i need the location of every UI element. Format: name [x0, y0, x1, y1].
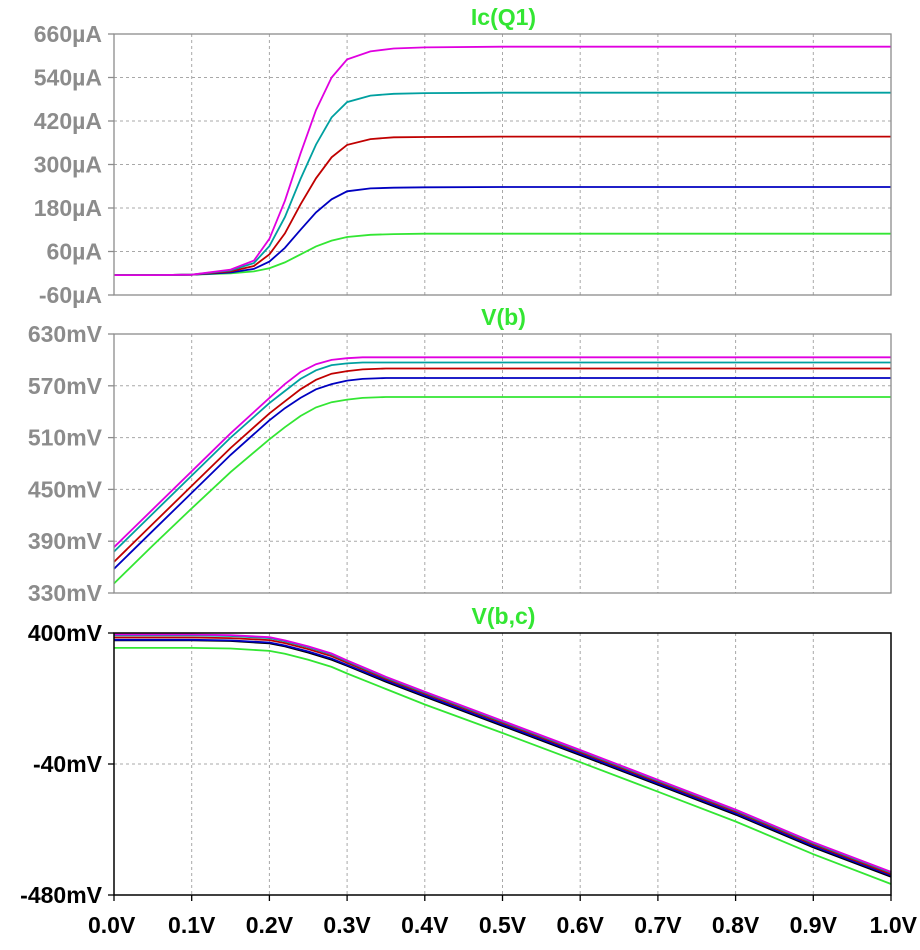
trace-name-label[interactable]: Ic(Q1) [471, 4, 536, 30]
y-tick-label: 330mV [28, 580, 103, 606]
y-tick-label: 300µA [34, 152, 102, 178]
y-tick-label: 630mV [28, 321, 103, 347]
x-tick-label: 0.6V [557, 912, 605, 938]
y-tick-label: 400mV [28, 620, 103, 646]
trace-2-2 [113, 377, 891, 570]
trace-1-4 [114, 91, 891, 277]
y-tick-label: 570mV [28, 373, 103, 399]
y-tick-label: 540µA [34, 65, 102, 91]
trace-3-4 [114, 636, 892, 876]
plot-pane-2[interactable]: 630mV 570mV 510mV 450mV 390mV 330mV V(b) [28, 304, 892, 606]
y-tick-label: 390mV [28, 528, 103, 554]
trace-3-6 [114, 633, 892, 873]
x-tick-label: 0.9V [790, 912, 838, 938]
x-tick-label: 0.0V [88, 912, 136, 938]
x-tick-label: 0.3V [323, 912, 371, 938]
y-tick-label: -60µA [39, 282, 102, 308]
trace-2-3 [113, 367, 891, 563]
trace-3-1 [114, 647, 892, 885]
x-tick-label: 0.7V [634, 912, 682, 938]
x-tick-label: 0.8V [712, 912, 760, 938]
trace-name-label[interactable]: V(b,c) [472, 603, 536, 629]
y-tick-label: 180µA [34, 195, 102, 221]
y-tick-label: -480mV [20, 882, 102, 908]
trace-2-4 [113, 361, 891, 553]
y-tick-label: 60µA [47, 239, 102, 265]
trace-2-1 [113, 396, 891, 585]
plot-frame [113, 333, 892, 594]
y-tick-label: -40mV [33, 751, 103, 777]
x-tick-label: 1.0V [870, 912, 918, 938]
x-tick-label: 0.5V [479, 912, 527, 938]
trace-name-label[interactable]: V(b) [481, 304, 526, 330]
x-tick-label: 0.2V [246, 912, 294, 938]
trace-2-5 [113, 356, 891, 548]
trace-1-5 [114, 45, 891, 277]
x-tick-label: 0.1V [168, 912, 216, 938]
trace-1-3 [114, 135, 891, 277]
x-tick-label: 0.4V [401, 912, 449, 938]
trace-3-3 [114, 638, 892, 877]
trace-1-1 [114, 232, 891, 277]
y-tick-label: 660µA [34, 21, 102, 47]
plot-pane-1[interactable]: 660µA 540µA 420µA 300µA 180µA 60µA -60µA Ic(Q1) [34, 4, 892, 308]
y-tick-label: 420µA [34, 108, 102, 134]
trace-1-2 [114, 186, 891, 277]
y-tick-label: 510mV [28, 425, 103, 451]
plot-pane-3[interactable]: 400mV -40mV -480mV V(b,c) 0.0V 0.1V 0.2V 0.3V 0.… [20, 603, 917, 938]
y-tick-label: 450mV [28, 476, 103, 502]
